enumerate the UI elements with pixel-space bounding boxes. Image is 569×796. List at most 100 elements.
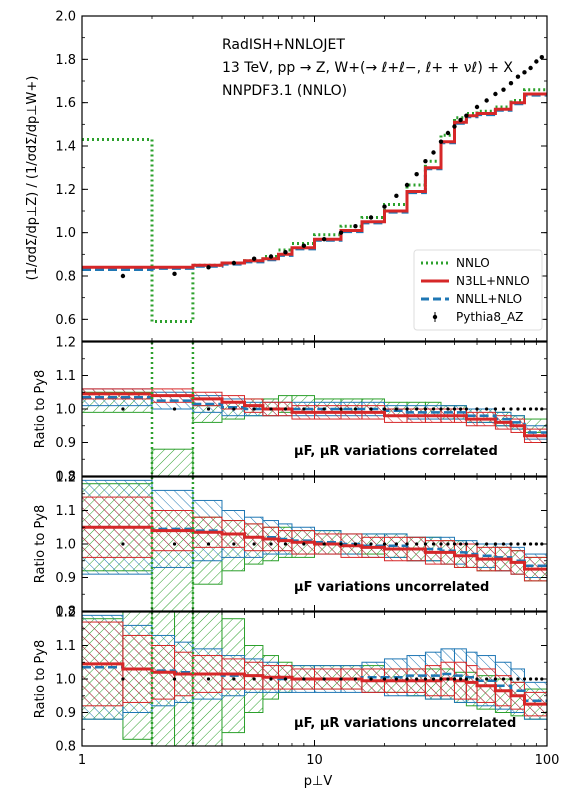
- ratio-3-label: μF, μR variations uncorrelated: [294, 716, 516, 731]
- pythia-ref-point: [206, 677, 211, 681]
- pythia-ref-point: [485, 407, 489, 411]
- pythia-ref-point: [206, 407, 211, 411]
- pythia-ref-point: [501, 407, 506, 411]
- pythia-ref-point: [339, 542, 343, 546]
- pythia-ref-point: [353, 407, 358, 411]
- pythia-ref-point: [534, 407, 538, 411]
- pythia-ref-point: [459, 677, 463, 681]
- pythia-ref-point: [322, 542, 326, 546]
- ratio-2-ylabel: Ratio to Py8: [33, 505, 48, 584]
- pythia-ref-point: [394, 542, 398, 546]
- pythia-ref-point: [121, 407, 125, 411]
- pythia-point: [508, 80, 514, 86]
- pythia-point: [283, 249, 288, 255]
- n3ll-central-line: [82, 662, 547, 706]
- ratio-panel-2: 0.8 0.9 1.0 1.1 1.2 Ratio to Py8 μF variatio…: [33, 471, 548, 620]
- y-tick-label: 1.0: [55, 403, 76, 418]
- y-tick-label: 1.4: [55, 140, 76, 155]
- pythia-ref-point: [172, 542, 177, 546]
- n3ll-central-line: [82, 392, 547, 438]
- pythia-ref-point: [431, 542, 436, 546]
- pythia-ref-point: [464, 677, 468, 681]
- pythia-ref-point: [501, 677, 506, 681]
- legend-label-nnll: NNLL+NLO: [456, 292, 522, 306]
- x-tick-label: 100: [535, 753, 560, 768]
- n3ll-line: [82, 92, 547, 269]
- pythia-ref-point: [405, 407, 409, 411]
- pythia-ref-point: [464, 542, 468, 546]
- pythia-ref-point: [509, 677, 513, 681]
- pythia-ref-point: [382, 542, 387, 546]
- pythia-ref-point: [534, 677, 538, 681]
- pythia-ref-point: [353, 542, 358, 546]
- pythia-ref-point: [459, 407, 463, 411]
- y-tick-label: 1.6: [55, 96, 76, 111]
- y-tick-label: 1.0: [55, 226, 76, 241]
- y-tick-label: 1.0: [55, 538, 76, 553]
- pythia-point: [534, 59, 539, 64]
- y-tick-label: 2.0: [55, 10, 76, 25]
- pythia-ref-point: [522, 542, 527, 546]
- pythia-point: [321, 236, 327, 242]
- y-tick-label: 0.8: [55, 270, 76, 285]
- pythia-point: [501, 87, 506, 92]
- y-tick-label: 0.8: [55, 605, 76, 620]
- pythia-ref-point: [501, 542, 506, 546]
- n3ll-central-line: [82, 525, 547, 571]
- pythia-ref-point: [232, 407, 236, 411]
- pythia-ref-point: [493, 542, 498, 546]
- pythia-ref-point: [431, 677, 436, 681]
- pythia-ref-point: [485, 542, 489, 546]
- pythia-ref-point: [232, 542, 236, 546]
- ratio-1-label: μF, μR variations correlated: [294, 444, 498, 459]
- pythia-ref-point: [423, 542, 428, 546]
- pythia-ref-point: [405, 542, 409, 546]
- pythia-point: [423, 158, 428, 164]
- ratio-panel-3: 0.8 0.9 1.0 1.1 1.2 1 10 100 Ratio to Py8 μF, μ…: [33, 606, 559, 790]
- pythia-ref-point: [528, 677, 533, 681]
- pythia-ref-point: [415, 407, 419, 411]
- pythia-ref-point: [475, 407, 479, 411]
- x-tick-label: 1: [78, 753, 86, 768]
- pythia-point: [231, 260, 237, 266]
- pythia-ref-point: [322, 407, 326, 411]
- pythia-point: [394, 193, 399, 199]
- pythia-point: [206, 265, 211, 270]
- y-tick-label: 0.9: [55, 436, 76, 451]
- pythia-ref-point: [252, 542, 256, 546]
- pythia-ref-point: [509, 407, 513, 411]
- pythia-point: [431, 150, 436, 155]
- pythia-ref-point: [339, 677, 343, 681]
- pythia-point: [414, 171, 419, 177]
- pythia-point: [338, 230, 344, 235]
- ratio-panel-1: 0.8 0.9 1.0 1.1 1.2 Ratio to Py8 μF, μR vari…: [33, 336, 548, 485]
- pythia-ref-point: [269, 407, 273, 411]
- pythia-ref-point: [522, 407, 527, 411]
- pythia-point: [353, 223, 358, 229]
- pythia-ref-point: [353, 677, 358, 681]
- x-tick-label: 10: [306, 753, 323, 768]
- pythia-ref-point: [302, 677, 306, 681]
- pythia-ref-point: [302, 407, 306, 411]
- pythia-ref-point: [322, 677, 326, 681]
- pythia-ref-point: [452, 542, 457, 546]
- y-tick-label: 1.0: [55, 673, 76, 688]
- legend-box: [413, 249, 543, 331]
- pythia-ref-point: [415, 677, 419, 681]
- ratio-2-label-bg: [290, 577, 482, 595]
- pythia-ref-point: [516, 677, 520, 681]
- pythia-ref-point: [269, 677, 273, 681]
- annotation-line-3: NNPDF3.1 (NNLO): [222, 83, 347, 99]
- main-panel: 0.6 0.8 1.0 1.2 1.4 1.6 1.8 2.0 (1/σdΣ/dp⊥Z) / …: [25, 10, 548, 342]
- pythia-ref-point: [269, 542, 273, 546]
- pythia-ref-point: [405, 677, 409, 681]
- y-tick-label: 0.9: [55, 571, 76, 586]
- pythia-point: [301, 243, 307, 248]
- pythia-ref-point: [369, 542, 373, 546]
- pythia-ref-point: [252, 677, 256, 681]
- pythia-point: [484, 98, 489, 103]
- y-tick-label: 0.8: [55, 470, 76, 485]
- annotation-line-2: 13 TeV, pp → Z, W+(→ ℓ+ℓ−, ℓ+ + νℓ) + X: [222, 60, 513, 76]
- pythia-point: [368, 215, 374, 220]
